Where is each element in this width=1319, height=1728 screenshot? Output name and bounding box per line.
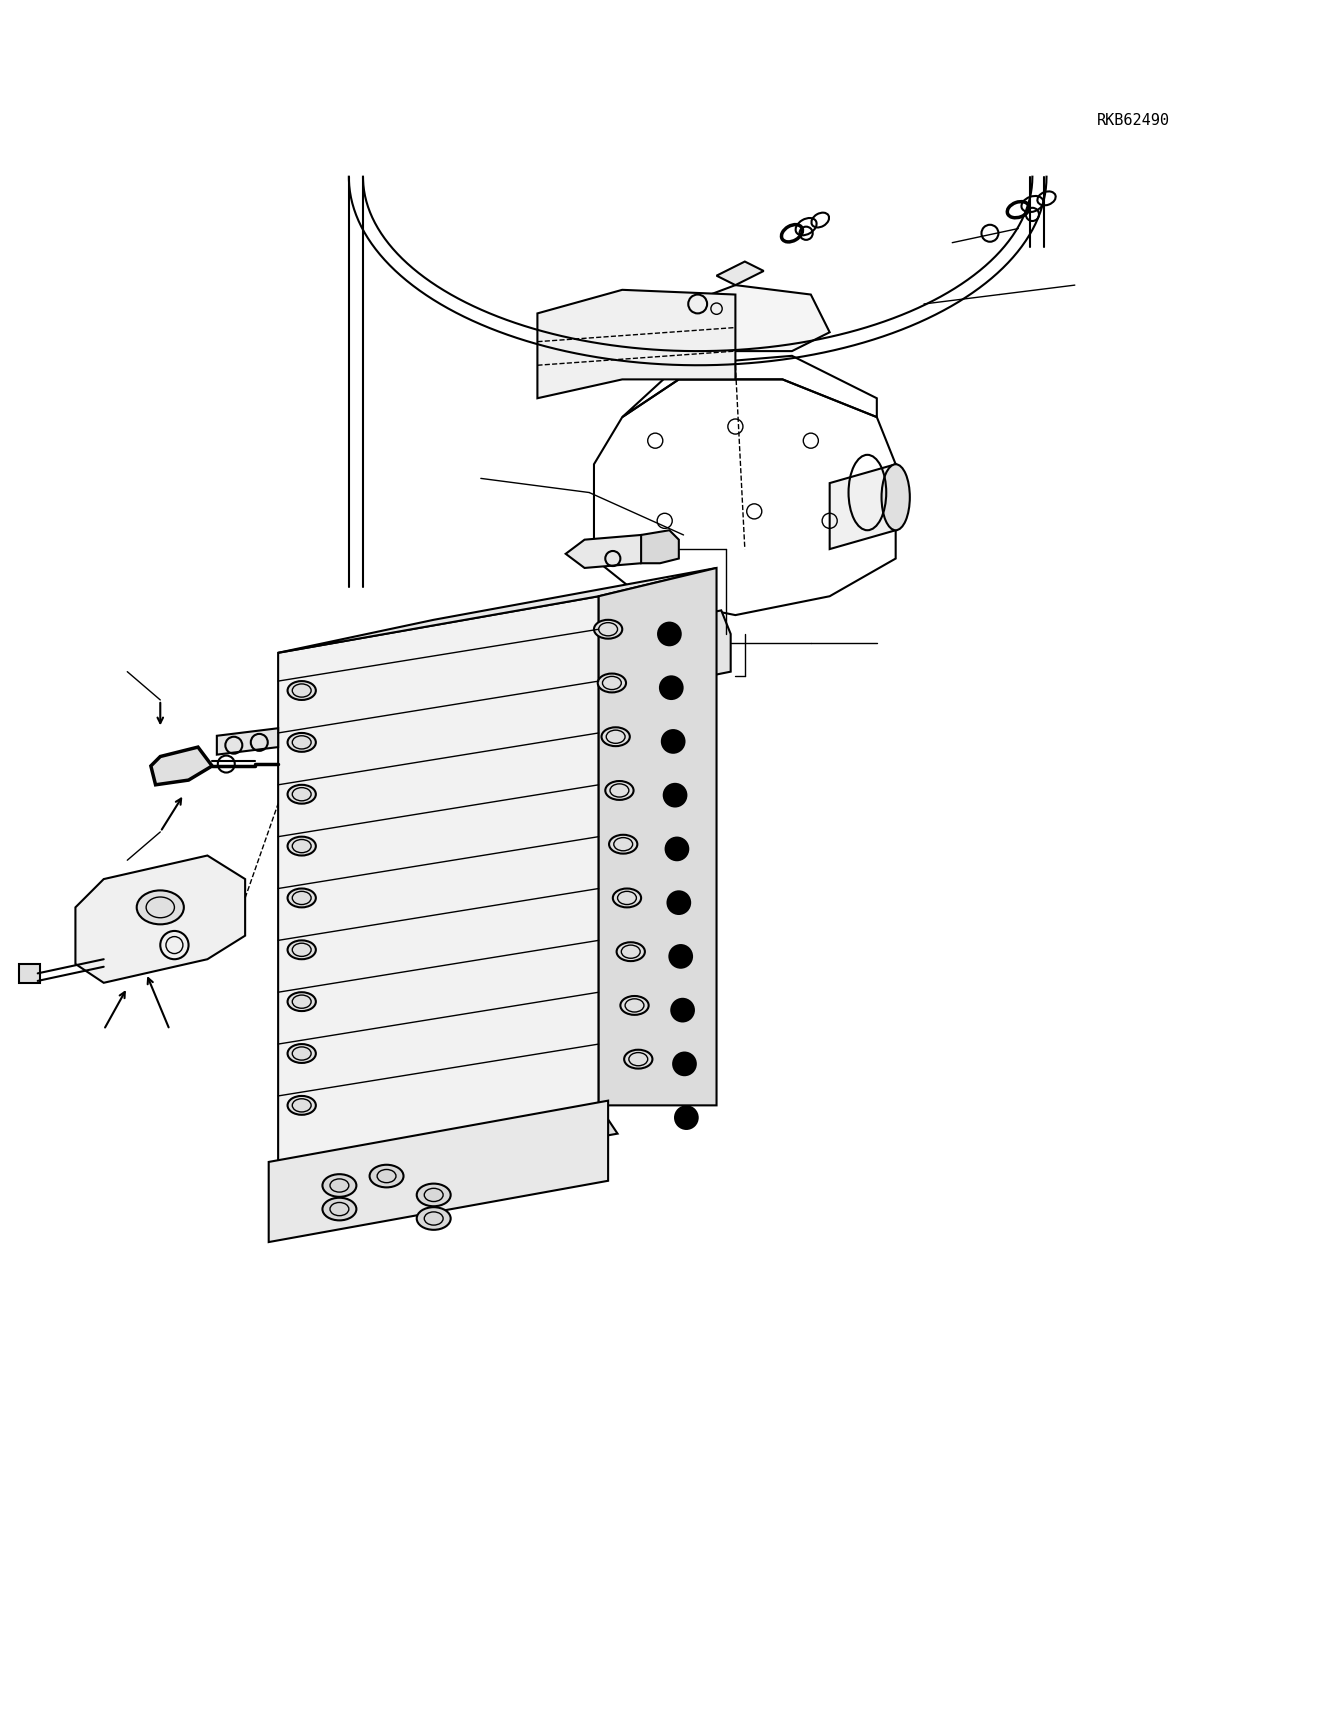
Polygon shape [641, 530, 679, 563]
Ellipse shape [613, 888, 641, 907]
Ellipse shape [288, 888, 315, 907]
Circle shape [670, 945, 692, 968]
Circle shape [673, 1052, 696, 1075]
Ellipse shape [288, 836, 315, 855]
Polygon shape [537, 290, 736, 397]
Circle shape [663, 785, 686, 807]
Polygon shape [278, 596, 599, 1161]
Ellipse shape [624, 1049, 653, 1068]
Polygon shape [150, 746, 212, 785]
Ellipse shape [322, 1175, 356, 1198]
Ellipse shape [417, 1208, 451, 1230]
Polygon shape [698, 610, 731, 676]
Polygon shape [278, 1106, 617, 1191]
Polygon shape [278, 569, 716, 653]
Ellipse shape [288, 940, 315, 959]
Polygon shape [716, 261, 764, 285]
Polygon shape [75, 855, 245, 983]
Ellipse shape [609, 835, 637, 854]
Ellipse shape [288, 681, 315, 700]
Ellipse shape [288, 1044, 315, 1063]
Circle shape [658, 622, 681, 645]
Ellipse shape [594, 620, 623, 639]
Polygon shape [269, 1101, 608, 1242]
Circle shape [662, 731, 685, 753]
Ellipse shape [417, 1184, 451, 1206]
Ellipse shape [620, 995, 649, 1014]
Ellipse shape [881, 465, 910, 530]
Ellipse shape [605, 781, 633, 800]
Ellipse shape [616, 942, 645, 961]
Text: RKB62490: RKB62490 [1097, 112, 1170, 128]
Ellipse shape [137, 890, 183, 924]
Bar [18, 964, 40, 983]
Ellipse shape [288, 785, 315, 804]
Ellipse shape [598, 674, 627, 693]
Circle shape [675, 1106, 698, 1128]
Circle shape [660, 676, 683, 700]
Ellipse shape [322, 1198, 356, 1220]
Ellipse shape [288, 992, 315, 1011]
Polygon shape [830, 465, 896, 550]
Circle shape [666, 838, 689, 861]
Polygon shape [566, 536, 660, 569]
Ellipse shape [288, 733, 315, 752]
Ellipse shape [288, 1096, 315, 1115]
Polygon shape [660, 285, 830, 351]
Polygon shape [599, 569, 716, 1106]
Circle shape [671, 999, 694, 1021]
Ellipse shape [601, 727, 629, 746]
Polygon shape [216, 727, 278, 755]
Ellipse shape [369, 1165, 404, 1187]
Circle shape [667, 892, 690, 914]
